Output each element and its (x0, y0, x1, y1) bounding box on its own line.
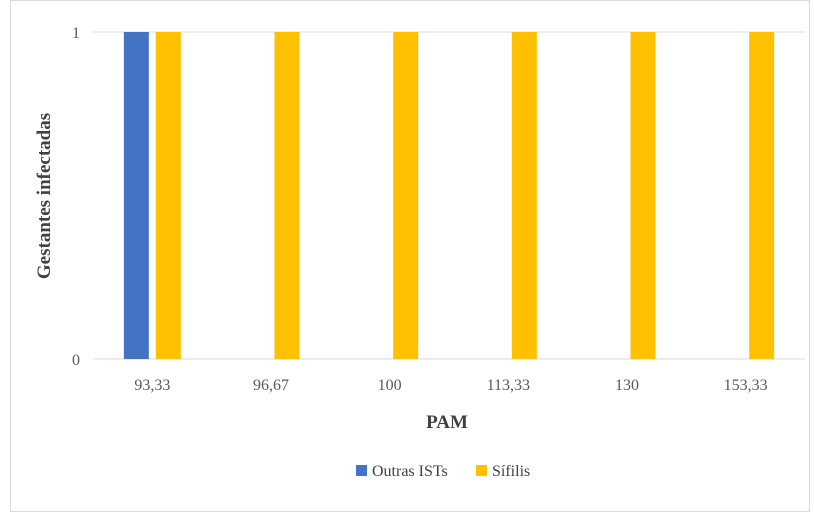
x-axis-title: PAM (426, 412, 468, 433)
legend-swatch-outras-ists (356, 465, 367, 476)
x-tick-label: 130 (615, 377, 639, 394)
gridlines (93, 31, 805, 360)
bar-s-filis-5 (749, 32, 775, 359)
bar-s-filis-3 (511, 32, 537, 359)
y-tick-label: 0 (72, 352, 80, 369)
bars (123, 32, 775, 359)
x-tick-label: 96,67 (253, 377, 289, 394)
y-tick-label: 1 (72, 25, 80, 42)
legend-label-s-filis: Sífilis (492, 463, 530, 480)
y-axis-title: Gestantes infectadas (34, 113, 55, 279)
x-tick-label: 113,33 (487, 377, 530, 394)
bar-s-filis-4 (630, 32, 656, 359)
bar-s-filis-0 (155, 32, 181, 359)
legend: Outras ISTs Sífilis (356, 463, 530, 480)
bar-s-filis-1 (274, 32, 300, 359)
y-tick-labels: 01 (72, 25, 80, 369)
x-tick-label: 153,33 (724, 377, 768, 394)
bar-s-filis-2 (393, 32, 419, 359)
bar-outras-ists-0 (123, 32, 149, 359)
legend-label-outras-ists: Outras ISTs (372, 463, 448, 480)
x-tick-label: 93,33 (134, 377, 170, 394)
x-tick-labels: 93,33 96,67 100 113,33 130 153,33 (134, 377, 767, 394)
legend-swatch-s-filis (476, 465, 487, 476)
x-tick-label: 100 (378, 377, 402, 394)
